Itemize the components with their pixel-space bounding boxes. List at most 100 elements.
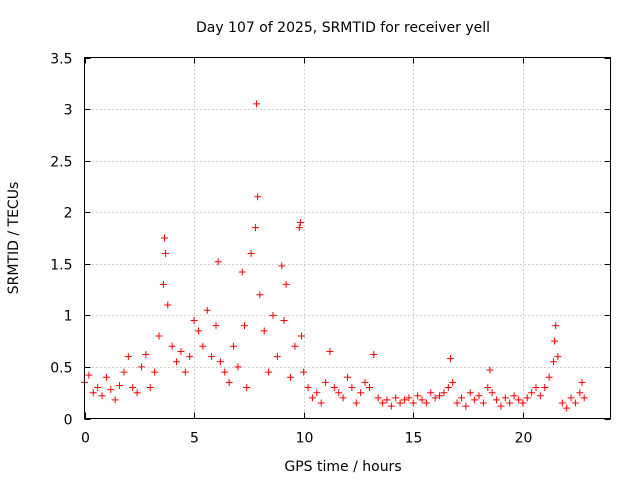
x-tick-label: 5 <box>190 431 199 447</box>
data-point <box>85 371 93 379</box>
data-point <box>370 351 378 359</box>
data-point <box>254 193 262 201</box>
data-point <box>466 389 474 397</box>
data-point <box>194 327 202 335</box>
data-point <box>199 342 207 350</box>
data-point <box>120 368 128 376</box>
data-point <box>532 384 540 392</box>
data-point <box>571 399 579 407</box>
data-point <box>216 358 224 366</box>
data-point <box>488 389 496 397</box>
data-point <box>365 384 373 392</box>
data-point <box>186 353 194 361</box>
data-point <box>352 399 360 407</box>
data-point <box>256 291 264 299</box>
data-point <box>578 378 586 386</box>
data-point <box>291 342 299 350</box>
x-tick-label: 0 <box>81 431 90 447</box>
data-point <box>253 100 261 108</box>
data-point <box>422 399 430 407</box>
data-point <box>295 224 303 232</box>
axis-ticks <box>84 57 611 420</box>
data-point <box>287 373 295 381</box>
data-point <box>457 394 465 402</box>
data-point <box>203 306 211 314</box>
data-point <box>296 219 304 227</box>
data-point <box>297 332 305 340</box>
data-point <box>278 262 286 270</box>
data-point <box>523 394 531 402</box>
data-point <box>107 386 115 394</box>
y-tick-label: 0 <box>64 413 73 429</box>
data-point <box>133 389 141 397</box>
data-point <box>383 396 391 404</box>
data-point <box>379 399 387 407</box>
chart-title: Day 107 of 2025, SRMTID for receiver yel… <box>196 20 490 36</box>
data-point <box>190 317 198 325</box>
data-point <box>431 394 439 402</box>
data-point <box>405 394 413 402</box>
data-point <box>528 389 536 397</box>
data-point <box>554 353 562 361</box>
data-point <box>339 394 347 402</box>
data-point <box>265 368 273 376</box>
data-point <box>348 384 356 392</box>
data-point <box>212 322 220 330</box>
data-point <box>124 353 132 361</box>
data-point <box>273 353 281 361</box>
y-axis-label: SRMTID / TECUs <box>6 182 22 295</box>
data-point <box>550 358 558 366</box>
data-point <box>251 224 259 232</box>
data-point <box>162 249 170 257</box>
data-point <box>151 368 159 376</box>
data-point <box>230 342 238 350</box>
y-tick-label: 3 <box>64 103 73 119</box>
data-point <box>576 389 584 397</box>
data-point <box>580 394 588 402</box>
x-tick-label: 15 <box>405 431 423 447</box>
data-point <box>344 373 351 381</box>
data-point <box>567 394 575 402</box>
data-point <box>396 399 404 407</box>
data-point <box>475 392 483 400</box>
data-point <box>181 368 189 376</box>
data-point <box>427 389 435 397</box>
data-point <box>322 378 330 386</box>
data-point <box>493 396 501 404</box>
data-point <box>409 399 417 407</box>
data-point <box>240 322 248 330</box>
y-tick-label: 2.5 <box>50 155 72 171</box>
data-point <box>155 332 163 340</box>
data-point <box>400 396 408 404</box>
data-point <box>436 392 444 400</box>
data-point <box>313 389 321 397</box>
data-point <box>234 363 242 371</box>
x-axis-label: GPS time / hours <box>284 459 401 475</box>
data-point <box>159 280 167 288</box>
x-tick-labels: 0 5 10 15 20 <box>81 431 532 447</box>
data-point <box>479 399 487 407</box>
data-point <box>300 368 308 376</box>
data-point <box>102 373 110 381</box>
data-point <box>510 392 518 400</box>
data-point <box>552 322 560 330</box>
y-tick-label: 1 <box>64 309 73 325</box>
data-point <box>392 394 400 402</box>
data-point <box>497 402 505 410</box>
data-point <box>168 342 176 350</box>
data-point <box>449 378 457 386</box>
data-point <box>221 368 229 376</box>
y-tick-labels: 0 0.5 1 1.5 2 2.5 3 3.5 <box>50 52 72 429</box>
data-point <box>361 378 369 386</box>
data-point <box>484 384 492 392</box>
data-point <box>214 258 222 266</box>
data-point <box>173 358 181 366</box>
data-point <box>418 396 426 404</box>
data-point <box>137 363 145 371</box>
data-point <box>269 311 277 319</box>
data-point <box>116 381 124 389</box>
data-point <box>374 394 382 402</box>
data-point <box>164 301 172 309</box>
y-tick-label: 1.5 <box>50 258 72 274</box>
